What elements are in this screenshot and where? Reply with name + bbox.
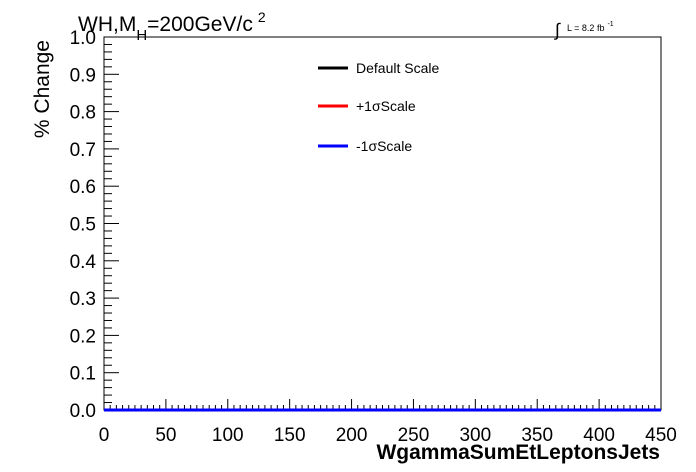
- y-axis-title: % Change: [31, 40, 54, 138]
- y-tick-label: 0.4: [70, 252, 97, 273]
- y-tick-label: 0.3: [70, 289, 96, 310]
- legend-label-minus1sigma: -1σScale: [356, 138, 412, 154]
- x-tick-label: 150: [274, 425, 306, 446]
- x-tick-label: 250: [398, 425, 430, 446]
- y-axis-ticks: 0.0 0.1 0.2 0.3 0.4 0.5 0.6 0.7 0.8 0.9 1.0: [70, 28, 119, 422]
- y-tick-label: 0.0: [70, 401, 96, 422]
- x-tick-label: 300: [459, 425, 491, 446]
- x-axis-ticks: 0 50 100 150 200 250 300 350 400 450: [99, 399, 677, 446]
- x-tick-label: 0: [99, 425, 110, 446]
- x-tick-label: 50: [155, 425, 176, 446]
- lumi-label: L = 8.2 fb -1: [567, 21, 614, 33]
- y-tick-label: 0.8: [70, 103, 96, 124]
- legend-label-default: Default Scale: [356, 60, 439, 76]
- legend: Default Scale +1σScale -1σScale: [318, 60, 439, 154]
- plot-frame: [103, 36, 662, 411]
- y-tick-label: 0.5: [70, 215, 96, 236]
- chart-title: WH,MH=200GeV/c 2: [78, 9, 266, 44]
- x-tick-label: 100: [212, 425, 244, 446]
- y-tick-label: 0.6: [70, 177, 96, 198]
- y-tick-label: 0.2: [70, 326, 96, 347]
- lumi-integral-sign: ∫: [553, 20, 561, 40]
- x-tick-label: 400: [583, 425, 615, 446]
- y-tick-label: 0.1: [70, 364, 96, 385]
- x-tick-label: 350: [521, 425, 553, 446]
- x-axis-title: WgammaSumEtLeptonsJets: [376, 441, 660, 464]
- x-tick-label: 200: [336, 425, 368, 446]
- legend-label-plus1sigma: +1σScale: [356, 98, 416, 114]
- y-tick-label: 0.9: [70, 65, 96, 86]
- y-tick-label: 0.7: [70, 140, 96, 161]
- x-tick-label: 450: [645, 425, 677, 446]
- y-tick-label: 1.0: [70, 28, 96, 49]
